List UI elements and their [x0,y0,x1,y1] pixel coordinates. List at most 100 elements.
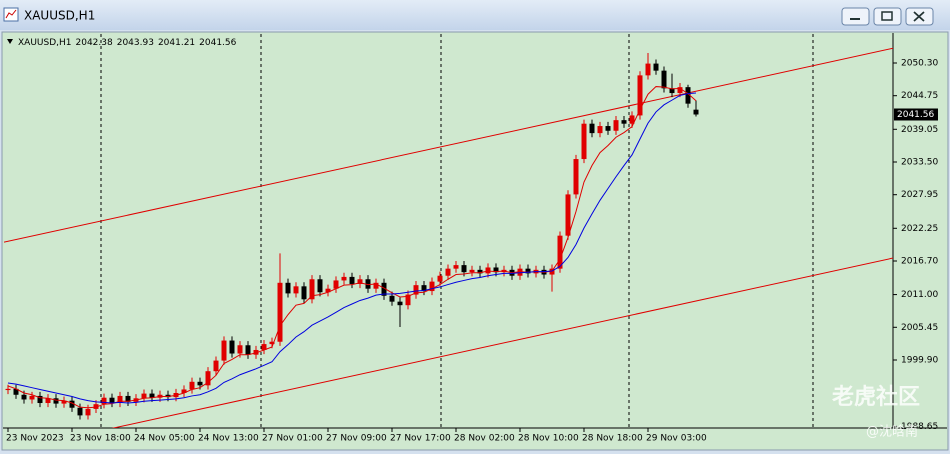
candle-body [53,398,59,404]
candle-body [13,388,19,395]
candle-body [301,286,307,300]
candle-body [197,381,203,386]
x-tick-label: 24 Nov 05:00 [134,434,195,444]
restore-button[interactable] [873,7,902,26]
x-tick-label: 27 Nov 17:00 [390,434,451,444]
candle-body [573,159,579,195]
candle-body [605,126,611,131]
y-tick-label: 1988.65 [901,422,938,432]
candle-body [309,279,315,300]
x-tick-label: 27 Nov 01:00 [262,434,323,444]
candle-body [213,360,219,372]
y-tick-label: 2050.30 [901,58,938,68]
candle-body [221,340,227,361]
watermark-handle: @沈晗南 [866,424,918,440]
candle-body [413,285,419,295]
candle-body [29,395,35,400]
candle-body [149,393,155,398]
candle-body [245,345,251,355]
candle-body [109,397,115,404]
symbol: XAUUSD,H1 [18,38,72,48]
header-close: 2041.56 [199,38,236,48]
y-tick-label: 2039.05 [901,125,938,135]
candle-body [101,397,107,405]
candle-body [317,279,323,293]
candle-body [205,371,211,386]
candle-body [669,88,675,94]
candle-body [397,301,403,306]
y-tick-label: 2022.25 [901,224,938,234]
candle-body [581,123,587,160]
current-price-box [894,108,938,121]
candle-body [597,126,603,134]
window-title: XAUUSD,H1 [24,9,95,23]
candle-body [621,120,627,124]
x-tick-label: 29 Nov 03:00 [646,434,707,444]
candle-body [341,276,347,281]
candle-body [293,286,299,294]
symbol-menu-arrow [7,39,13,44]
y-tick-label: 2011.00 [901,290,938,300]
window-icon-line [5,9,17,19]
candle-body [61,400,67,404]
candle-body [189,381,195,390]
channel-line [4,47,893,243]
candle-body [549,268,555,275]
y-tick-label: 2005.45 [901,323,938,333]
candle-body [461,265,467,273]
candle-body [269,341,275,345]
minimize-button[interactable] [841,7,870,26]
candle-body [453,265,459,269]
candle-body [77,407,83,416]
candle-body [21,394,27,400]
header-high: 2043.93 [117,38,154,48]
y-tick-label: 2044.75 [901,91,938,101]
candle-body [229,340,235,354]
candle-body [45,398,51,404]
candle-body [261,344,267,350]
moving-average [7,86,697,409]
candle-body [285,282,291,294]
candle-body [253,349,259,355]
x-tick-label: 28 Nov 10:00 [518,434,579,444]
x-tick-label: 28 Nov 02:00 [454,434,515,444]
candle-body [357,279,363,284]
candle-body [37,395,43,404]
y-tick-label: 2016.70 [901,256,938,266]
candle-body [141,393,147,399]
candle-body [349,276,355,284]
candle-body [421,285,427,292]
candle-body [365,279,371,289]
candle-body [525,268,531,274]
candle-body [181,389,187,393]
x-tick-label: 28 Nov 18:00 [582,434,643,444]
candle-body [613,120,619,131]
header-low: 2041.21 [158,38,195,48]
candle-body [565,194,571,236]
current-price-label: 2041.56 [897,110,934,120]
candle-body [93,404,99,409]
candle-body [389,295,395,302]
candle-body [661,70,667,89]
watermark: 老虎社区 [831,384,920,410]
candle-body [5,388,11,391]
candle-body [645,63,651,76]
plot [4,47,893,428]
ohlc-header: XAUUSD,H1 2042.38 2043.93 2041.21 2041.56 [18,38,237,48]
candle-body [493,267,499,273]
candle-body [469,269,475,273]
chart-area [1,31,949,451]
candle-body [237,345,243,354]
candle-body [693,109,699,115]
axes: 2050.30 2044.75 2039.05 2033.50 2027.95 2022.… [6,58,938,443]
candle-body [485,267,491,274]
candle-body [517,268,523,276]
header-open: 2042.38 [76,38,113,48]
candle-body [333,280,339,289]
candle-body [325,288,331,293]
candle-body [557,235,563,269]
candle-body [85,408,91,416]
candle-body [629,115,635,124]
